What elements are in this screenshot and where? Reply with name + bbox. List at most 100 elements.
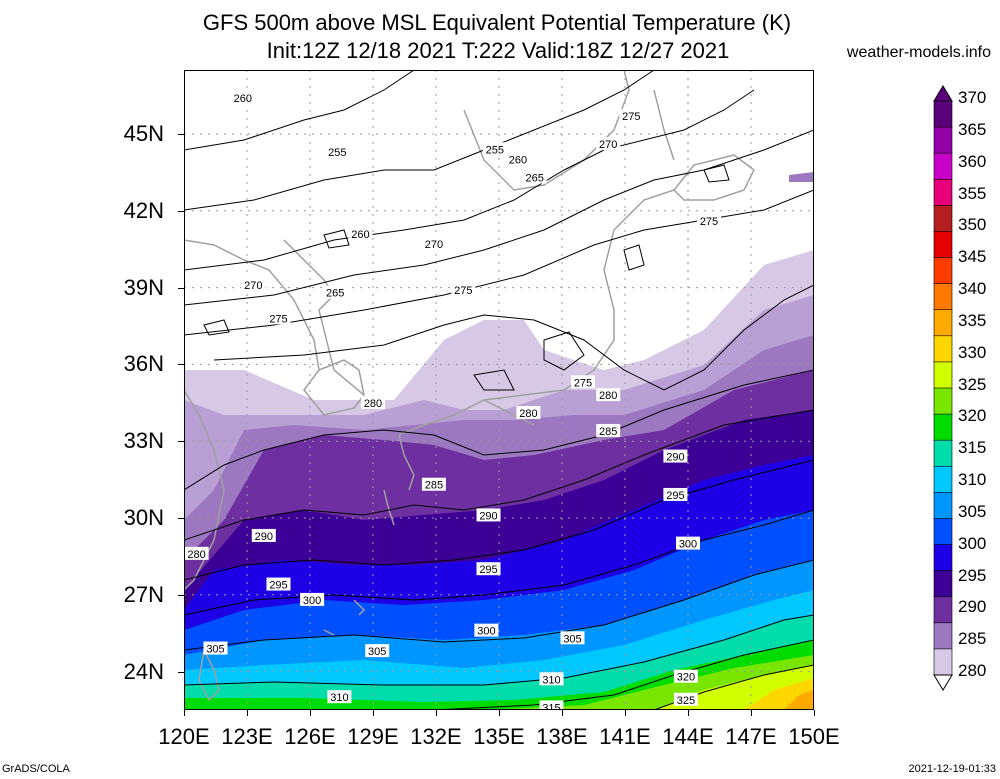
- lon-label: 120E: [158, 724, 210, 749]
- colorbar-label: 365: [958, 119, 987, 139]
- svg-text:300: 300: [303, 595, 321, 607]
- contour-label: 290: [663, 449, 688, 464]
- colorbar-label: 325: [958, 374, 987, 394]
- colorbar-swatch: [933, 283, 953, 311]
- svg-text:260: 260: [234, 93, 252, 105]
- contour-label: 270: [241, 278, 266, 292]
- lon-label: 144E: [662, 724, 714, 749]
- contour-label: 305: [203, 641, 228, 656]
- colorbar-swatch: [933, 231, 953, 259]
- contour-label: 275: [451, 283, 476, 297]
- map-canvas: 260 255 255 260 265 270 275 275 260 270 275 265 270 2…: [184, 70, 814, 710]
- svg-text:290: 290: [255, 531, 273, 543]
- footer-left: GrADS/COLA: [2, 763, 70, 775]
- colorbar-swatch: [933, 205, 953, 233]
- svg-text:305: 305: [368, 646, 386, 658]
- colorbar-label: 360: [958, 151, 987, 171]
- contour-label: 260: [230, 91, 255, 105]
- colorbar-swatch: [933, 178, 953, 207]
- colorbar-swatch: [933, 335, 953, 363]
- svg-text:280: 280: [364, 398, 382, 410]
- band-330: [784, 690, 814, 710]
- contour-label: 255: [482, 142, 507, 156]
- lon-label: 126E: [284, 724, 336, 749]
- colorbar-label: 340: [958, 279, 987, 298]
- colorbar-label: 330: [958, 342, 987, 362]
- svg-text:295: 295: [269, 580, 287, 592]
- lon-tick: [562, 710, 563, 716]
- svg-text:290: 290: [666, 452, 684, 464]
- svg-text:260: 260: [351, 229, 369, 241]
- svg-text:275: 275: [454, 285, 472, 297]
- svg-text:280: 280: [187, 549, 205, 561]
- lon-label: 147E: [725, 724, 777, 749]
- svg-text:285: 285: [599, 426, 617, 438]
- footer-right: 2021-12-19-01:33: [908, 763, 996, 775]
- contour-label: 295: [266, 577, 291, 592]
- svg-text:300: 300: [477, 626, 495, 638]
- lon-tick: [310, 710, 311, 716]
- colorbar-label: 300: [958, 533, 987, 553]
- contour-label: 310: [539, 672, 564, 686]
- lat-label: 42N: [123, 197, 164, 223]
- contour-label: 275: [266, 311, 291, 325]
- svg-text:265: 265: [526, 173, 544, 185]
- contour-label: 300: [676, 536, 700, 551]
- lat-label: 24N: [123, 658, 164, 684]
- lat-tick: [178, 364, 184, 366]
- svg-text:270: 270: [599, 139, 617, 151]
- svg-text:255: 255: [486, 144, 504, 156]
- svg-text:275: 275: [700, 216, 718, 228]
- lat-tick: [178, 671, 184, 673]
- svg-text:310: 310: [542, 674, 560, 686]
- svg-text:295: 295: [479, 564, 497, 576]
- colorbar-swatch: [933, 492, 953, 520]
- svg-text:255: 255: [328, 147, 346, 159]
- lon-tick: [499, 710, 500, 716]
- svg-text:285: 285: [425, 480, 443, 492]
- contour-label: 270: [421, 237, 446, 251]
- contour-label: 285: [421, 477, 446, 492]
- colorbar-swatch: [933, 387, 953, 415]
- colorbar-label: 345: [958, 247, 987, 267]
- lon-label: 150E: [788, 724, 840, 749]
- svg-text:280: 280: [599, 390, 617, 402]
- contour-label: 280: [516, 406, 541, 420]
- colorbar-swatch: [933, 439, 953, 468]
- colorbar-swatch: [933, 570, 953, 598]
- contour-label: 280: [184, 546, 209, 561]
- contour-label: 275: [697, 214, 721, 228]
- colorbar-swatch: [933, 465, 953, 494]
- lat-label: 33N: [123, 428, 164, 454]
- contour-label: 260: [348, 226, 373, 241]
- colorbar-label: 350: [958, 215, 987, 235]
- contour-label: 295: [663, 487, 688, 502]
- svg-text:300: 300: [679, 539, 697, 551]
- contour-label: 260: [505, 152, 530, 167]
- isentropes: [184, 70, 814, 710]
- lat-tick: [178, 287, 184, 289]
- contour-label: 265: [323, 285, 348, 300]
- site-credit: weather-models.info: [846, 44, 991, 61]
- lon-tick: [373, 710, 374, 716]
- colorbar-label: 355: [958, 183, 987, 203]
- svg-text:270: 270: [425, 239, 443, 251]
- lon-tick: [247, 710, 248, 716]
- contour-labels: 260 255 255 260 265 270 275 275 260 270 275 265 270 2…: [184, 91, 721, 710]
- colorbar-swatch: [933, 596, 953, 624]
- contour-label: 265: [522, 170, 547, 185]
- lon-tick: [751, 710, 752, 716]
- contour-label: 305: [560, 631, 585, 645]
- chart-subtitle: Init:12Z 12/18 2021 T:222 Valid:18Z 12/2…: [266, 38, 730, 63]
- lon-tick: [436, 710, 437, 716]
- contour-label: 275: [619, 109, 644, 123]
- colorbar-swatch: [933, 622, 953, 650]
- colorbar-label: 290: [958, 597, 987, 617]
- colorbar-label: 315: [958, 438, 987, 458]
- svg-text:265: 265: [326, 288, 344, 300]
- colorbar-label: 320: [958, 406, 987, 426]
- lat-label: 45N: [123, 121, 164, 146]
- chart-title: GFS 500m above MSL Equivalent Potential …: [202, 10, 792, 35]
- colorbar-swatch: [933, 152, 953, 181]
- lat-label: 30N: [123, 505, 164, 530]
